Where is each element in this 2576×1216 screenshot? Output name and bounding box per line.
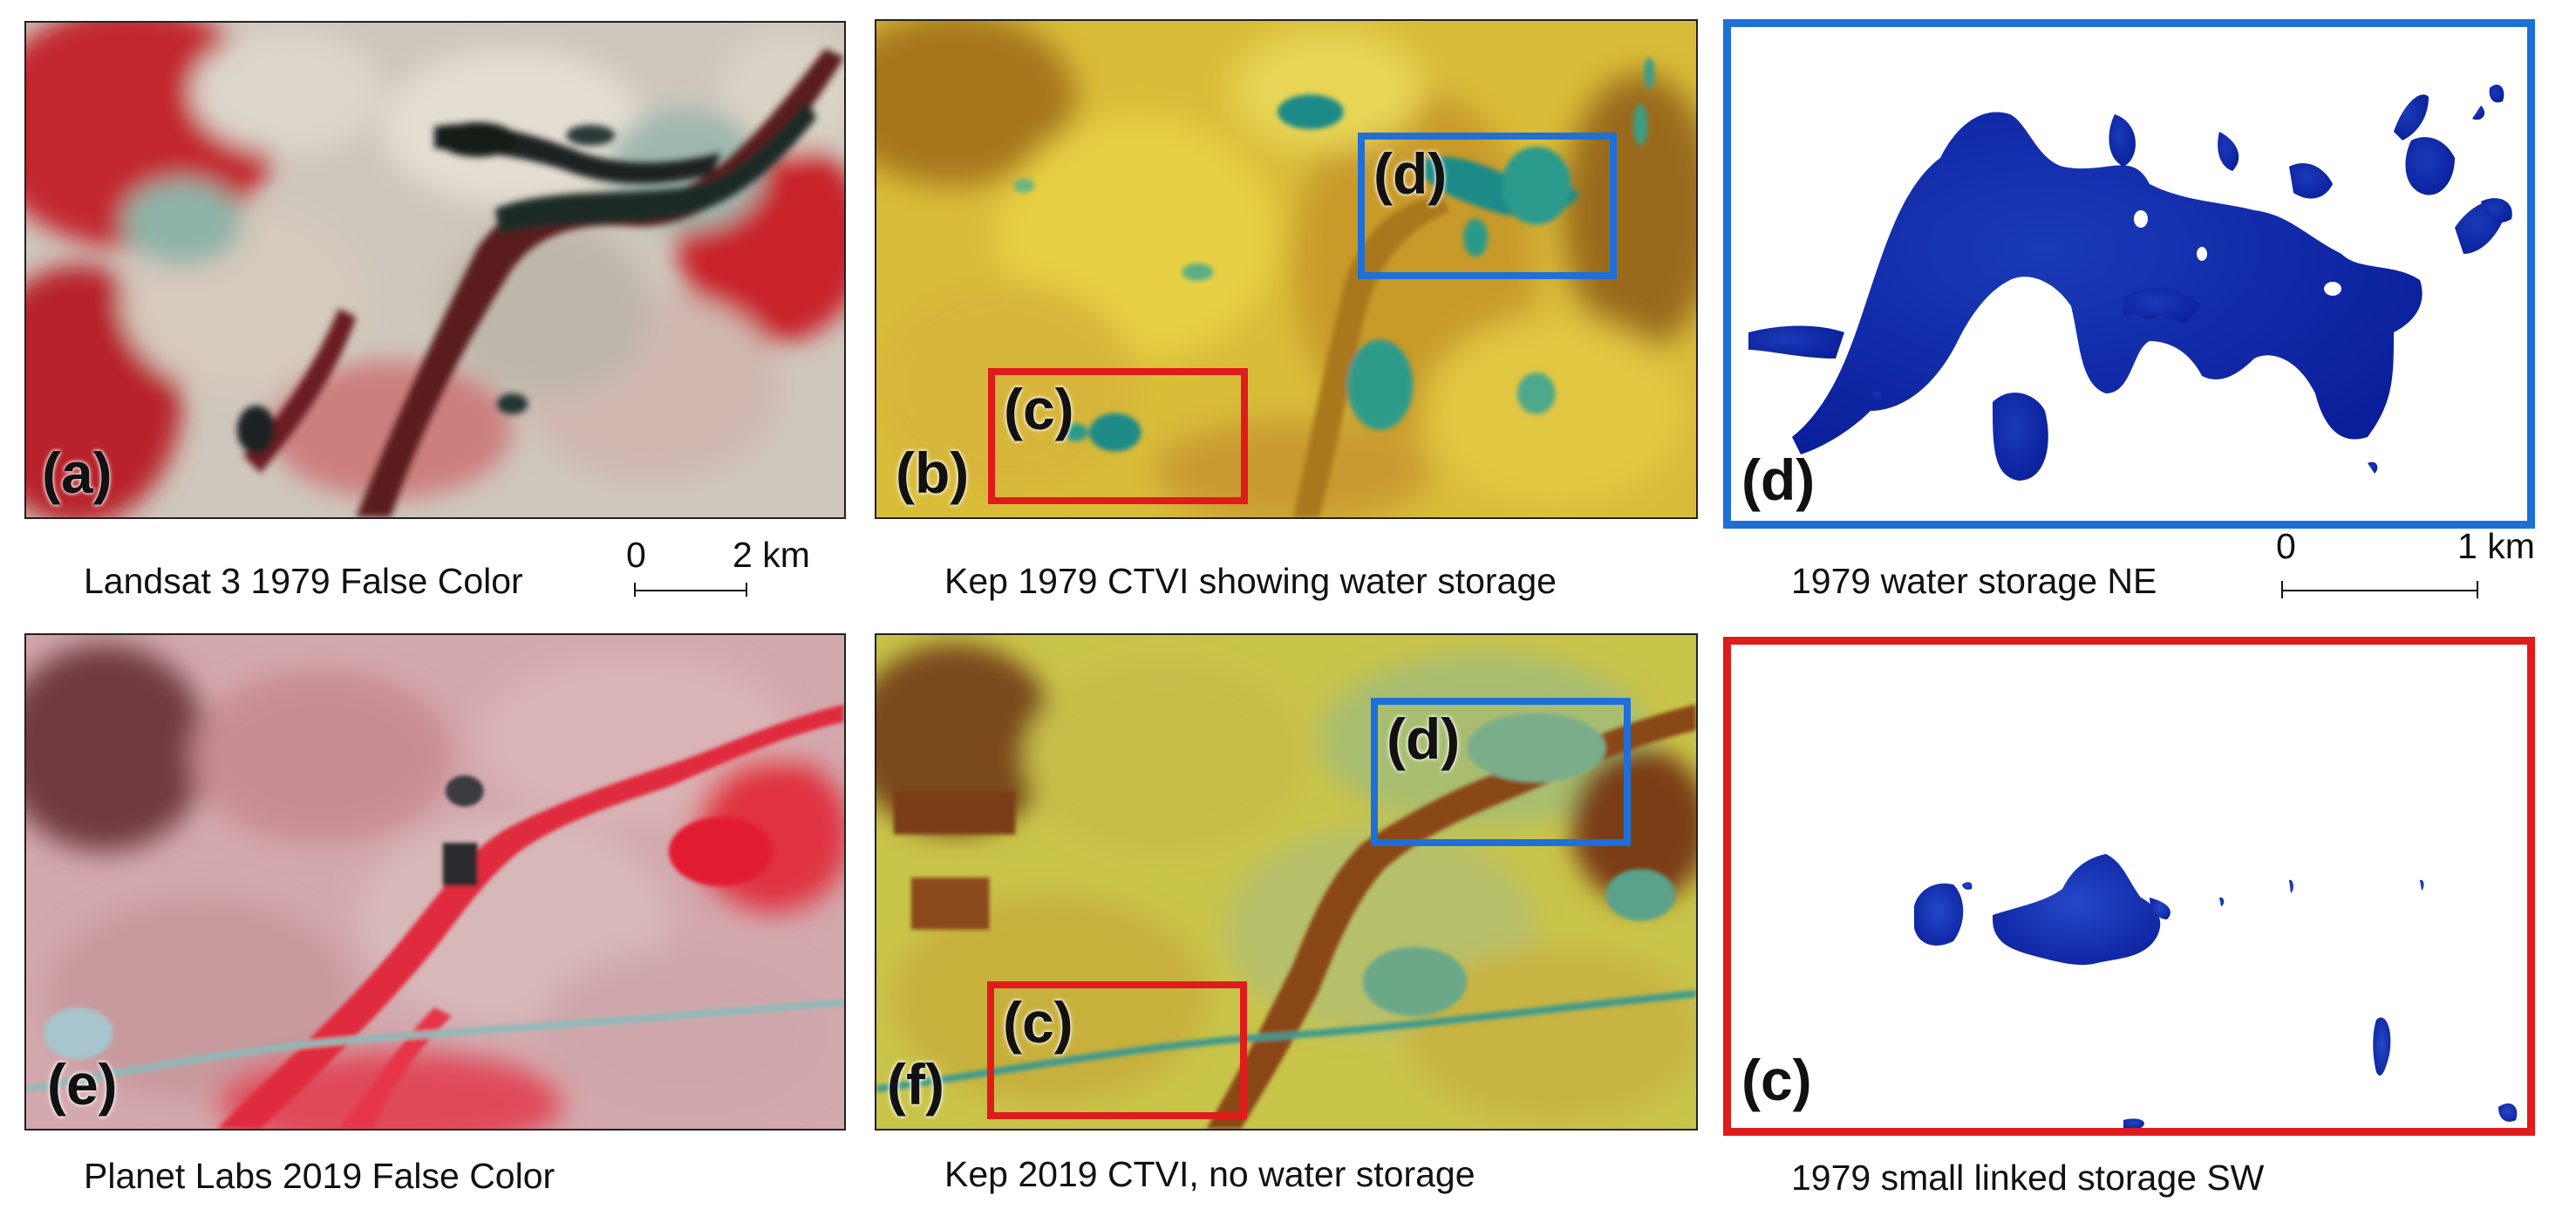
scalebar-end-label: 2 km (733, 535, 810, 575)
ne-highlight-box: (d) (1358, 133, 1617, 279)
panel-label-a: (a) (42, 441, 112, 505)
sw-highlight-box: (c) (988, 368, 1248, 504)
box-label-d: (d) (1373, 141, 1448, 206)
ctvi-2019-image: (d) (c) (f) (875, 633, 1698, 1131)
box-label-d: (d) (1387, 707, 1461, 771)
ne-highlight-box: (d) (1371, 698, 1631, 846)
water-storage-ne-mask: (d) (1723, 19, 2535, 529)
caption-e: Planet Labs 2019 False Color (84, 1156, 555, 1196)
caption-c: 1979 small linked storage SW (1791, 1158, 2265, 1198)
box-label-c: (c) (1004, 377, 1074, 441)
scalebar-end-label: 1 km (2457, 526, 2535, 566)
caption-d: 1979 water storage NE (1791, 561, 2157, 601)
scalebar-start-label: 0 (626, 535, 646, 575)
ctvi-1979-image: (d) (c) (b) (875, 19, 1698, 519)
panel-label-d: (d) (1741, 447, 1816, 512)
panel-label-e: (e) (47, 1052, 118, 1117)
caption-b: Kep 1979 CTVI showing water storage (944, 561, 1557, 601)
water-storage-sw-mask: (c) (1723, 637, 2535, 1136)
caption-a: Landsat 3 1979 False Color (84, 561, 523, 601)
panel-label-f: (f) (887, 1052, 944, 1117)
scalebar-2km: 0 2 km (626, 536, 818, 605)
box-label-c: (c) (1003, 990, 1073, 1055)
landsat-1979-false-color-image: (a) (24, 21, 846, 519)
sw-highlight-box: (c) (987, 981, 1247, 1119)
scalebar-1km: 0 1 km (2269, 529, 2557, 609)
scalebar-start-label: 0 (2276, 526, 2296, 566)
caption-f: Kep 2019 CTVI, no water storage (944, 1154, 1475, 1194)
planet-2019-false-color-image: (e) (24, 633, 846, 1131)
panel-label-b: (b) (896, 441, 970, 505)
panel-label-c: (c) (1741, 1048, 1812, 1112)
